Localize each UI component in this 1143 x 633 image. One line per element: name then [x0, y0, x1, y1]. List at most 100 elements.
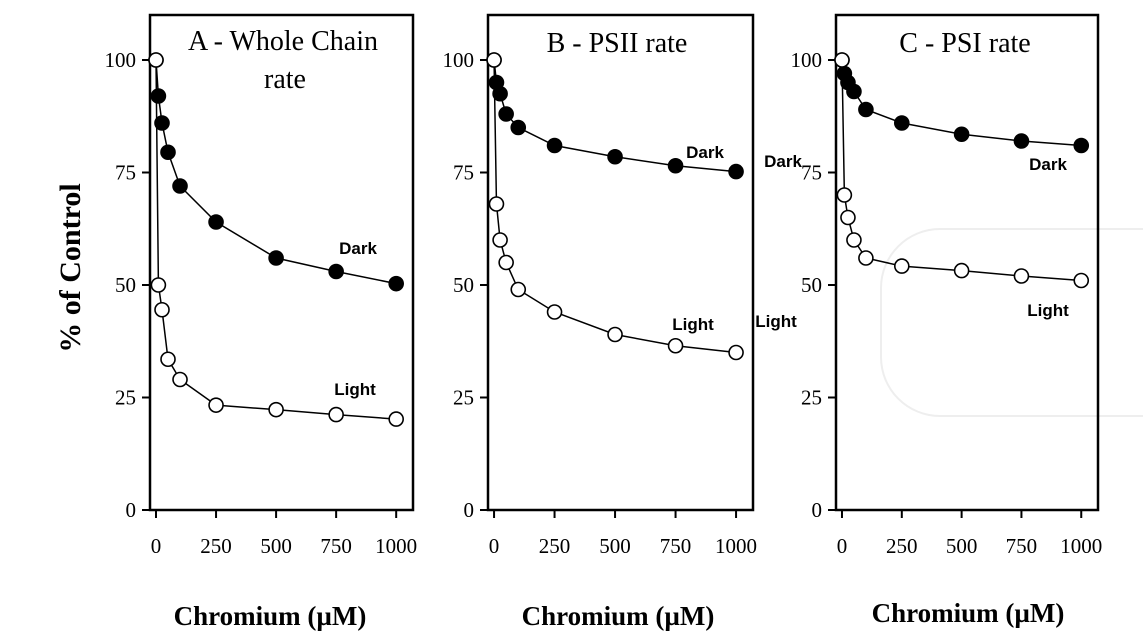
- data-point-light: [154, 301, 170, 318]
- data-point-light: [834, 52, 850, 68]
- data-point-light: [953, 262, 970, 279]
- data-point-light: [667, 337, 684, 354]
- x-tick-label: 750: [1006, 534, 1038, 558]
- data-point-light: [498, 254, 514, 271]
- data-point-dark: [607, 148, 623, 165]
- side-label-light: Light: [755, 312, 797, 331]
- data-point-dark: [728, 163, 744, 180]
- x-tick-label: 250: [539, 534, 571, 558]
- series-label-light: Light: [1027, 301, 1069, 320]
- y-tick-label: 75: [801, 161, 822, 185]
- data-point-dark: [1013, 133, 1030, 149]
- data-point-dark: [510, 119, 527, 136]
- y-tick-label: 0: [812, 498, 823, 522]
- y-tick-label: 75: [453, 161, 474, 185]
- y-tick-label: 25: [801, 386, 822, 410]
- x-tick-label: 500: [260, 534, 292, 558]
- x-tick-label: 750: [320, 534, 352, 558]
- data-point-light: [160, 351, 176, 368]
- data-point-light: [492, 232, 508, 248]
- series-label-light: Light: [672, 315, 714, 334]
- y-tick-label: 0: [126, 498, 137, 522]
- y-tick-label: 0: [464, 498, 475, 522]
- x-tick-label: 1000: [375, 534, 417, 558]
- data-point-dark: [268, 250, 284, 266]
- y-tick-label: 100: [105, 48, 137, 72]
- data-point-dark: [498, 106, 514, 122]
- x-tick-label: 0: [489, 534, 500, 558]
- series-label-dark: Dark: [686, 143, 724, 162]
- data-point-dark: [893, 115, 910, 131]
- y-tick-label: 50: [801, 273, 822, 297]
- data-point-light: [840, 209, 856, 226]
- x-tick-label: 750: [660, 534, 692, 558]
- data-point-dark: [208, 214, 224, 230]
- data-point-light: [148, 52, 164, 68]
- y-axis-label: % of Control: [54, 183, 87, 352]
- y-tick-label: 50: [453, 273, 474, 297]
- y-tick-label: 25: [115, 386, 136, 410]
- data-point-light: [172, 371, 188, 388]
- data-point-light: [328, 406, 344, 423]
- data-point-light: [208, 397, 224, 413]
- data-point-dark: [172, 178, 188, 194]
- plot-frame: [834, 13, 1100, 512]
- data-point-light: [1013, 268, 1030, 284]
- plot-frame: [486, 13, 755, 512]
- data-point-dark: [328, 263, 344, 280]
- side-label-dark: Dark: [764, 152, 802, 171]
- background-band: [880, 228, 1143, 417]
- series-label-light: Light: [334, 380, 376, 399]
- data-point-light: [268, 401, 284, 418]
- data-point-light: [858, 250, 874, 266]
- data-point-light: [546, 304, 563, 320]
- data-point-dark: [667, 157, 684, 174]
- panel-title: C - PSI rate: [899, 28, 1030, 59]
- y-tick-label: 75: [115, 161, 136, 185]
- data-point-dark: [846, 83, 862, 100]
- y-tick-label: 100: [791, 48, 823, 72]
- y-tick-label: 25: [453, 386, 474, 410]
- data-point-light: [388, 411, 404, 427]
- panel-title: A - Whole Chain: [188, 26, 378, 57]
- series-label-dark: Dark: [1029, 155, 1067, 174]
- panel-title: B - PSII rate: [547, 28, 688, 59]
- data-point-light: [510, 281, 527, 298]
- data-point-light: [836, 187, 853, 203]
- data-point-dark: [492, 85, 508, 102]
- data-point-dark: [150, 88, 167, 104]
- data-point-light: [607, 326, 623, 343]
- plot-frame: [148, 13, 415, 512]
- data-point-light: [486, 52, 502, 68]
- x-axis-label-b: Chromium (µM): [522, 601, 715, 631]
- x-tick-label: 0: [151, 534, 162, 558]
- series-label-dark: Dark: [339, 239, 377, 258]
- x-tick-label: 500: [599, 534, 631, 558]
- y-tick-label: 50: [115, 273, 136, 297]
- y-tick-label: 100: [443, 48, 475, 72]
- series-line-light: [493, 59, 737, 354]
- data-point-dark: [858, 101, 874, 118]
- x-tick-label: 250: [200, 534, 232, 558]
- data-point-light: [846, 232, 862, 248]
- data-point-dark: [160, 144, 176, 161]
- x-tick-label: 1000: [1060, 534, 1102, 558]
- data-point-dark: [388, 275, 404, 292]
- data-point-light: [893, 258, 910, 274]
- x-axis-label-a: Chromium (µM): [174, 601, 367, 631]
- panel-title-line2: rate: [264, 64, 306, 95]
- x-axis-label-c: Chromium (µM): [872, 598, 1065, 628]
- data-point-light: [728, 344, 744, 361]
- x-tick-label: 1000: [715, 534, 757, 558]
- data-point-dark: [953, 126, 970, 143]
- data-point-dark: [154, 115, 170, 131]
- data-point-light: [488, 196, 505, 212]
- data-point-dark: [1073, 137, 1090, 154]
- data-point-light: [1073, 272, 1090, 289]
- data-point-dark: [546, 137, 563, 154]
- data-point-light: [150, 277, 167, 293]
